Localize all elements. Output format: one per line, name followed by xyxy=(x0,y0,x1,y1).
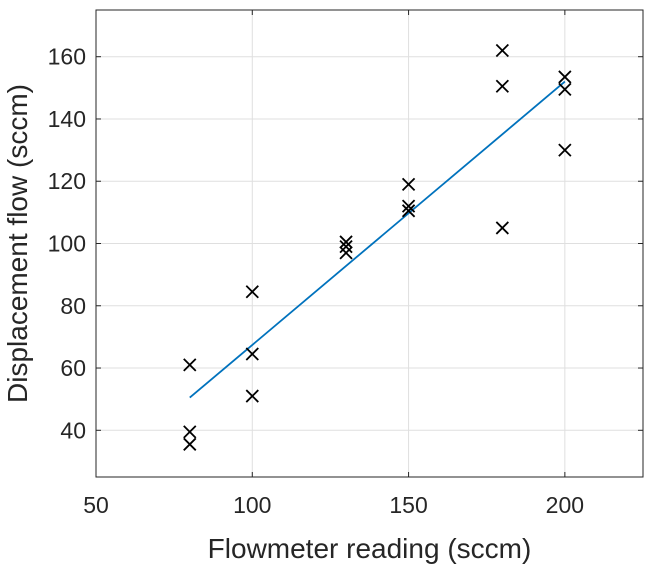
data-point xyxy=(495,221,509,235)
data-points xyxy=(183,43,572,451)
data-point xyxy=(495,43,509,58)
y-tick-labels: 40 60 80 100 120 140 160 xyxy=(48,44,86,444)
x-tick-label: 50 xyxy=(83,492,109,518)
x-tick-label: 150 xyxy=(389,492,427,518)
x-axis-label: Flowmeter reading (sccm) xyxy=(208,533,532,564)
y-tick-label: 60 xyxy=(60,355,86,381)
data-point xyxy=(401,204,416,218)
data-point xyxy=(183,437,197,451)
data-point xyxy=(339,246,353,260)
tick-marks xyxy=(95,10,643,477)
data-point xyxy=(183,425,197,439)
x-tick-labels: 50 100 150 200 xyxy=(83,492,584,518)
data-point xyxy=(245,389,259,403)
data-point xyxy=(245,285,259,299)
y-tick-label: 160 xyxy=(48,44,86,70)
y-axis-label: Displacement flow (sccm) xyxy=(2,84,33,403)
data-point xyxy=(339,235,353,249)
x-tick-label: 100 xyxy=(233,492,271,518)
y-tick-label: 140 xyxy=(48,106,86,132)
data-point xyxy=(558,70,572,84)
y-tick-label: 100 xyxy=(48,231,86,257)
x-tick-label: 200 xyxy=(546,492,584,518)
data-point xyxy=(401,199,416,213)
data-point xyxy=(495,79,509,93)
data-point xyxy=(245,347,259,361)
y-tick-label: 80 xyxy=(60,293,86,319)
data-point xyxy=(558,143,572,157)
data-point xyxy=(401,177,416,191)
data-point xyxy=(339,239,353,254)
y-tick-label: 40 xyxy=(60,417,86,443)
data-point xyxy=(183,358,197,372)
fit-line xyxy=(189,80,566,399)
y-tick-label: 120 xyxy=(48,168,86,194)
data-point xyxy=(558,82,572,97)
